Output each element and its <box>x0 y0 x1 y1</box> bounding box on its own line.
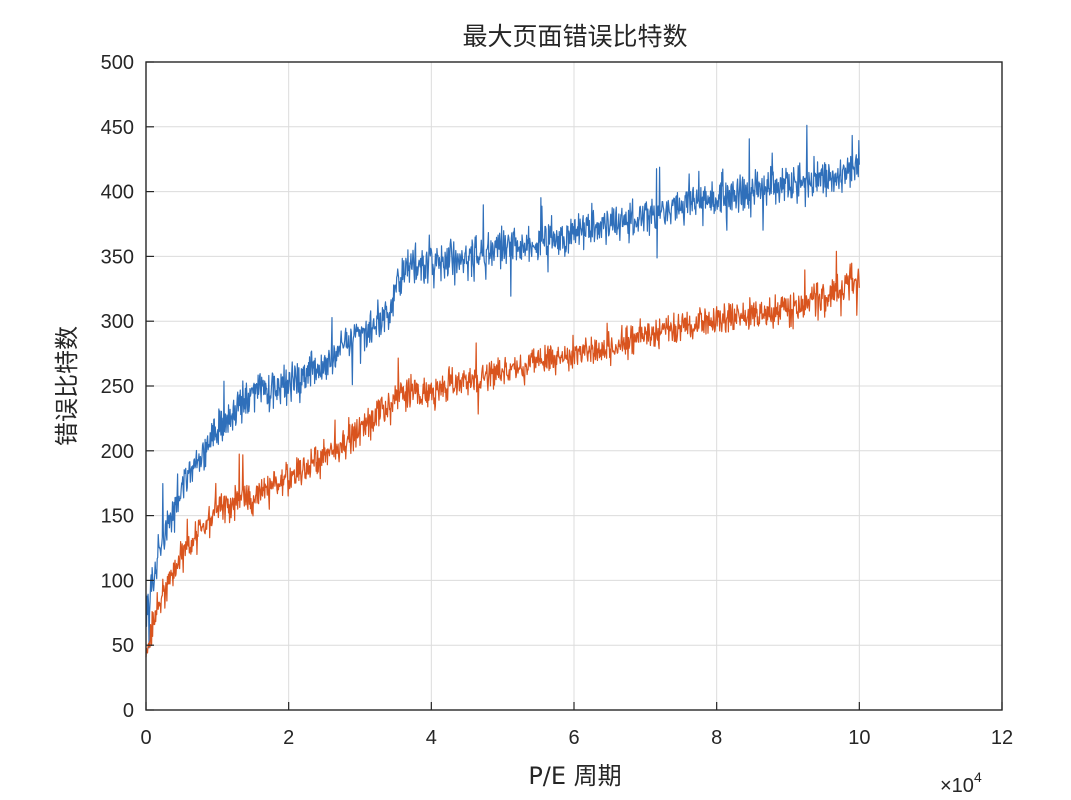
x-tick-label: 2 <box>283 727 294 749</box>
x-axis-exponent: ×104 <box>940 769 982 797</box>
x-axis-exponent-power: 4 <box>974 769 982 785</box>
y-tick-label: 150 <box>101 506 134 528</box>
series-line-1 <box>145 124 860 649</box>
y-tick-label: 300 <box>101 311 134 333</box>
chart-title: 最大页面错误比特数 <box>462 22 687 51</box>
x-tick-label: 8 <box>711 727 722 749</box>
x-axis-label: P/E 周期 <box>528 762 621 790</box>
y-tick-label: 500 <box>101 52 134 74</box>
y-tick-label: 350 <box>101 246 134 268</box>
y-tick-label: 400 <box>101 182 134 204</box>
x-tick-label: 12 <box>991 727 1013 749</box>
y-tick-label: 250 <box>101 376 134 398</box>
y-tick-label: 100 <box>101 570 134 592</box>
series-line-2 <box>145 250 860 658</box>
x-tick-label: 0 <box>140 727 151 749</box>
x-tick-label: 10 <box>848 727 870 749</box>
series-group <box>145 124 860 658</box>
x-axis-exponent-base: ×10 <box>940 775 974 797</box>
y-axis-label: 错误比特数 <box>53 326 81 446</box>
x-tick-label: 6 <box>568 727 579 749</box>
y-tick-label: 450 <box>101 117 134 139</box>
y-tick-label: 200 <box>101 441 134 463</box>
y-tick-label: 50 <box>112 635 134 657</box>
y-tick-label: 0 <box>123 700 134 722</box>
y-tick-labels: 0 50 100 150 200 250 300 350 400 450 500 <box>101 52 154 722</box>
x-tick-labels: 0 2 4 6 8 10 12 <box>140 702 1013 749</box>
x-tick-label: 4 <box>426 727 437 749</box>
